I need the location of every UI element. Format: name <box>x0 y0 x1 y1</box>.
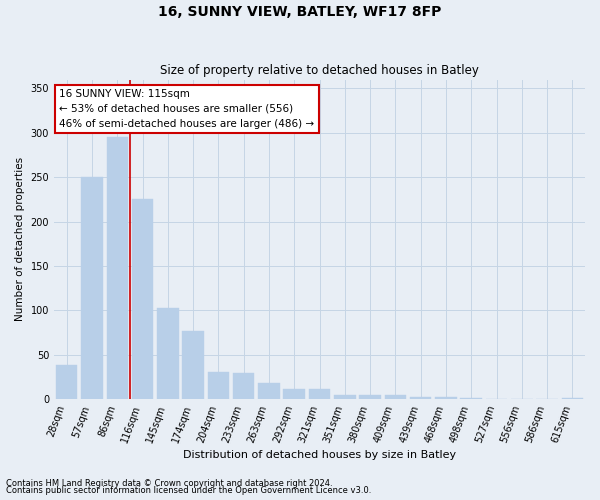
Bar <box>56 366 77 399</box>
Bar <box>359 396 381 399</box>
Bar <box>157 308 179 399</box>
Bar <box>309 390 330 399</box>
Bar <box>460 398 482 399</box>
Text: Contains HM Land Registry data © Crown copyright and database right 2024.: Contains HM Land Registry data © Crown c… <box>6 478 332 488</box>
Bar <box>385 396 406 399</box>
Text: 16 SUNNY VIEW: 115sqm
← 53% of detached houses are smaller (556)
46% of semi-det: 16 SUNNY VIEW: 115sqm ← 53% of detached … <box>59 89 314 128</box>
Bar <box>410 398 431 399</box>
Bar <box>283 390 305 399</box>
Bar <box>182 330 204 399</box>
Bar <box>334 394 356 399</box>
Bar <box>81 177 103 399</box>
Bar <box>562 398 583 399</box>
X-axis label: Distribution of detached houses by size in Batley: Distribution of detached houses by size … <box>183 450 456 460</box>
Bar <box>132 200 153 399</box>
Bar <box>435 398 457 399</box>
Bar <box>208 372 229 399</box>
Text: Contains public sector information licensed under the Open Government Licence v3: Contains public sector information licen… <box>6 486 371 495</box>
Bar <box>258 383 280 399</box>
Title: Size of property relative to detached houses in Batley: Size of property relative to detached ho… <box>160 64 479 77</box>
Text: 16, SUNNY VIEW, BATLEY, WF17 8FP: 16, SUNNY VIEW, BATLEY, WF17 8FP <box>158 5 442 19</box>
Bar <box>107 137 128 399</box>
Bar <box>233 374 254 399</box>
Y-axis label: Number of detached properties: Number of detached properties <box>15 157 25 322</box>
